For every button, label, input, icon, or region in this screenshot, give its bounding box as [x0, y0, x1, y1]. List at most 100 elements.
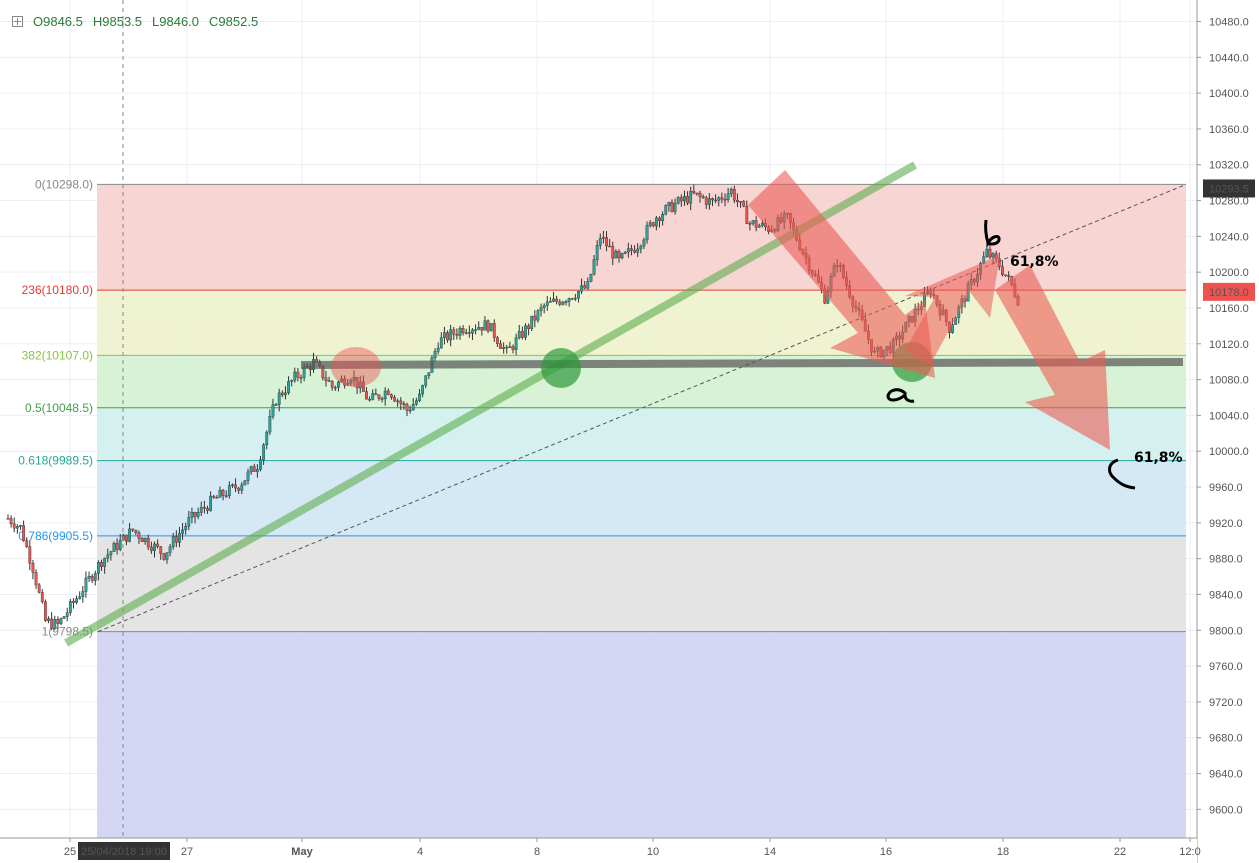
- candle-body: [592, 259, 596, 275]
- candle-body: [215, 497, 219, 499]
- candle-body: [240, 484, 244, 491]
- time-tick-label: 10: [647, 846, 659, 858]
- candle-body: [284, 392, 287, 396]
- candle-body: [399, 400, 403, 404]
- candle-body: [237, 487, 241, 491]
- wave-b-mark[interactable]: [984, 219, 1001, 247]
- candle-body: [53, 619, 57, 629]
- candlestick-series: [6, 184, 1020, 631]
- ohlc-legend: O9846.5 H9853.5 L9846.0 C9852.5: [12, 14, 258, 29]
- time-tick-label: 12:0: [1179, 846, 1200, 858]
- candle-body: [44, 601, 47, 621]
- candle-body: [570, 298, 574, 300]
- candle-body: [611, 246, 615, 259]
- candle-body: [436, 347, 440, 352]
- candle-body: [602, 237, 605, 239]
- drawings-layer[interactable]: 61,8% 61,8%: [64, 0, 1187, 838]
- candle-body: [683, 196, 686, 202]
- candle-body: [209, 495, 213, 511]
- candle-body: [196, 512, 200, 517]
- time-tick-label: 27: [181, 846, 193, 858]
- candle-body: [527, 325, 530, 329]
- candle-body: [165, 552, 169, 560]
- candle-body: [65, 612, 69, 617]
- up-arrow-wave-b[interactable]: [905, 255, 1000, 365]
- candle-body: [156, 543, 160, 547]
- candle-body: [72, 601, 75, 603]
- candle-body: [383, 390, 387, 400]
- candle-body: [670, 202, 674, 212]
- candle-body: [118, 539, 122, 550]
- candle-body: [418, 393, 421, 401]
- candle-body: [224, 495, 228, 497]
- down-arrow-wave-c[interactable]: [995, 265, 1110, 450]
- candle-body: [421, 385, 424, 395]
- price-tick-label: 9680.0: [1209, 733, 1243, 745]
- candle-body: [695, 192, 699, 195]
- candle-body: [137, 532, 141, 539]
- candle-body: [265, 431, 269, 446]
- down-arrow-wave-a[interactable]: [748, 170, 935, 378]
- candle-body: [626, 248, 630, 253]
- candle-body: [249, 466, 253, 473]
- candle-body: [673, 202, 677, 212]
- candle-body: [645, 225, 649, 241]
- resistance-circle[interactable]: [331, 347, 381, 387]
- candle-body: [542, 305, 546, 308]
- candle-body: [489, 323, 493, 332]
- price-tick-label: 9800.0: [1209, 625, 1243, 637]
- trend-line-green[interactable]: [64, 161, 917, 647]
- candle-body: [564, 301, 568, 303]
- ohlc-open: O9846.5: [33, 14, 83, 29]
- fib-label-0.236: 236(10180.0): [22, 283, 93, 297]
- candle-body: [212, 495, 216, 498]
- price-tick-label: 10360.0: [1209, 124, 1249, 136]
- fib-zone-1: [97, 631, 1186, 838]
- candle-body: [486, 320, 490, 332]
- candle-body: [56, 619, 60, 624]
- candle-body: [545, 301, 549, 306]
- price-tick-label: 10160.0: [1209, 303, 1249, 315]
- candle-body: [701, 196, 705, 199]
- candle-body: [433, 351, 437, 358]
- candle-body: [199, 506, 203, 513]
- candle-body: [533, 315, 537, 321]
- candle-body: [34, 572, 38, 586]
- candle-body: [505, 346, 509, 349]
- time-tick-label: 16: [880, 846, 892, 858]
- candle-body: [293, 371, 297, 381]
- expand-icon[interactable]: [12, 16, 23, 27]
- candle-body: [178, 533, 181, 543]
- fib-label-0.5: 0.5(10048.5): [25, 401, 93, 415]
- time-axis[interactable]: 25 27 May 4 8 10 14 16 18 22 12:0 25/04/2018 19:00: [0, 837, 1201, 863]
- wave-a-mark[interactable]: [886, 388, 915, 403]
- candle-body: [464, 332, 468, 334]
- candle-body: [271, 404, 275, 417]
- support-line[interactable]: [300, 358, 1184, 369]
- candle-body: [371, 393, 375, 400]
- candle-body: [390, 394, 393, 398]
- candle-body: [15, 526, 19, 529]
- ohlc-close: C9852.5: [209, 14, 259, 29]
- candle-body: [530, 315, 534, 329]
- fib-zone-0.5: [97, 407, 1186, 461]
- price-axis[interactable]: 10480.0 10440.0 10400.0 10360.0 10320.0 10280…: [1196, 0, 1259, 863]
- support-circle-1[interactable]: [541, 348, 581, 388]
- candle-body: [524, 325, 527, 338]
- candle-body: [580, 285, 583, 292]
- price-tick-label: 10080.0: [1209, 375, 1249, 387]
- candle-body: [711, 198, 714, 201]
- candle-body: [539, 307, 543, 311]
- fib-trend-line[interactable]: [97, 183, 1187, 633]
- candle-body: [555, 298, 559, 302]
- candle-body: [608, 245, 612, 248]
- candle-body: [636, 248, 640, 253]
- candle-body: [174, 536, 178, 543]
- candle-body: [68, 601, 72, 613]
- candle-body: [714, 199, 718, 202]
- candle-body: [81, 591, 85, 597]
- wave-c-mark[interactable]: [1108, 458, 1136, 490]
- price-tick-label: 10400.0: [1209, 88, 1249, 100]
- candle-body: [109, 551, 113, 556]
